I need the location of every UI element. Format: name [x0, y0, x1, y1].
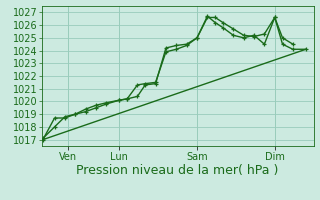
X-axis label: Pression niveau de la mer( hPa ): Pression niveau de la mer( hPa )	[76, 164, 279, 177]
